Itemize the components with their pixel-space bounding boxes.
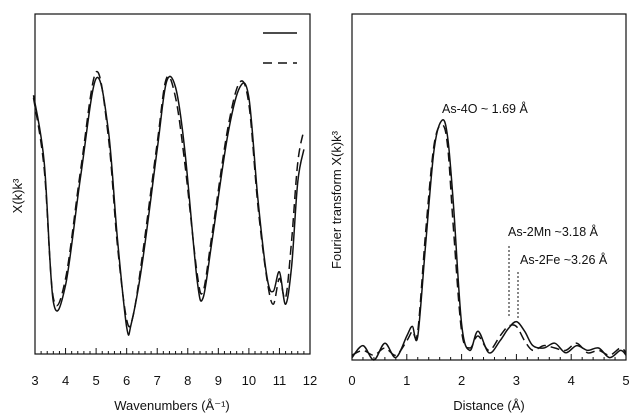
x-tick-label: 2 xyxy=(458,373,465,388)
x-tick-label: 3 xyxy=(513,373,520,388)
dashed-series-line xyxy=(32,71,305,328)
right-curves xyxy=(351,119,627,361)
solid-series-line xyxy=(351,119,627,361)
x-tick-label: 3 xyxy=(31,373,38,388)
right-x-axis-label: Distance (Å) xyxy=(453,398,525,413)
right-x-ticks: 0 1 2 3 4 5 xyxy=(348,354,630,388)
x-tick-label: 1 xyxy=(403,373,410,388)
left-x-ticks: 3 4 5 6 7 8 9 10 11 12 xyxy=(31,348,317,388)
x-tick-label: 10 xyxy=(242,373,256,388)
solid-series-line xyxy=(32,75,305,336)
left-x-axis-label: Wavenumbers (Å⁻¹) xyxy=(114,398,229,413)
x-tick-label: 9 xyxy=(215,373,222,388)
annotation-as-2mn: As-2Mn ~3.18 Å xyxy=(508,224,599,239)
left-plot-frame xyxy=(34,13,311,355)
right-y-axis-label: Fourier transform X(k)k³ xyxy=(329,130,344,269)
x-tick-label: 11 xyxy=(273,373,287,388)
x-tick-label: 8 xyxy=(184,373,191,388)
x-tick-label: 6 xyxy=(123,373,130,388)
x-tick-label: 7 xyxy=(154,373,161,388)
x-tick-label: 12 xyxy=(303,373,317,388)
x-tick-label: 0 xyxy=(348,373,355,388)
x-tick-label: 5 xyxy=(622,373,629,388)
right-annotations: As-4O ~ 1.69 Å As-2Mn ~3.18 Å As-2Fe ~3.… xyxy=(442,101,608,318)
x-tick-label: 5 xyxy=(92,373,99,388)
left-legend xyxy=(263,32,297,64)
annotation-as-2fe: As-2Fe ~3.26 Å xyxy=(520,252,608,267)
x-tick-label: 4 xyxy=(568,373,575,388)
right-plot-frame xyxy=(351,13,627,361)
left-curves xyxy=(32,71,305,336)
right-panel-ft: 0 1 2 3 4 5 As-4O ~ 1.69 Å As-2Mn ~3.18 Å As-… xyxy=(329,13,630,413)
left-y-axis-label: X(k)k³ xyxy=(10,178,25,213)
annotation-as-4o: As-4O ~ 1.69 Å xyxy=(442,101,528,116)
x-tick-label: 4 xyxy=(62,373,69,388)
dashed-series-line xyxy=(351,123,627,356)
left-panel-chk: 3 4 5 6 7 8 9 10 11 12 Wavenumbers (Å⁻¹) X(k)k³ xyxy=(10,13,317,413)
